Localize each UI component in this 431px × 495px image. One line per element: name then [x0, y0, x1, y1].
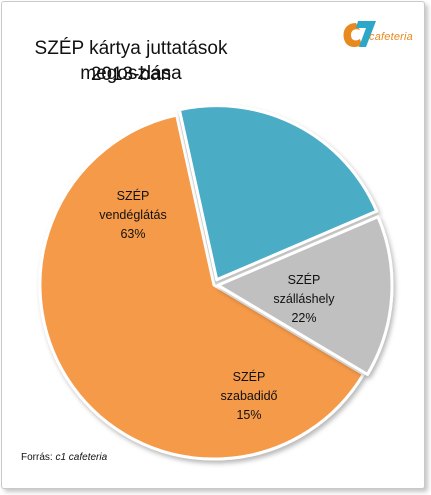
slice-vendeglatas-value-label-3: 63%: [120, 227, 145, 241]
chart-title-line1: SZÉP kártya juttatások megoszlása: [34, 38, 228, 84]
slice-vendeglatas-label-1: SZÉP: [117, 188, 150, 203]
logo-c-shape: [343, 23, 362, 47]
c1-logo-icon: [343, 21, 376, 47]
slice-szabadido-label-2: szabadidő: [221, 389, 278, 403]
source-label: Forrás:: [21, 452, 53, 463]
pie-slices: [38, 104, 394, 461]
logo-text: cafeteria: [369, 31, 413, 43]
slice-szallashely-value-label-3: 22%: [291, 311, 316, 325]
logo-one-shape: [356, 21, 376, 47]
chart-title-line2: 2013-ban: [90, 64, 172, 85]
source-value: c1 cafeteria: [55, 452, 108, 463]
slice-szabadido: [216, 215, 394, 376]
slice-szallashely-label-1: SZÉP: [288, 272, 321, 287]
slice-szabadido-label-1: SZÉP: [233, 369, 266, 384]
slice-szallashely-label-2: szálláshely: [273, 292, 335, 306]
pie-labels: SZÉP vendéglátás 63% SZÉP szálláshely 22% SZÉP…: [99, 188, 335, 422]
source-note: Forrás: c1 cafeteria: [21, 452, 107, 463]
slice-szallashely: [177, 104, 379, 282]
slice-vendeglatas-label-2: vendéglátás: [99, 208, 166, 222]
slice-vendeglatas: [38, 113, 365, 461]
slice-szabadido-value-label-3: 15%: [236, 408, 261, 422]
